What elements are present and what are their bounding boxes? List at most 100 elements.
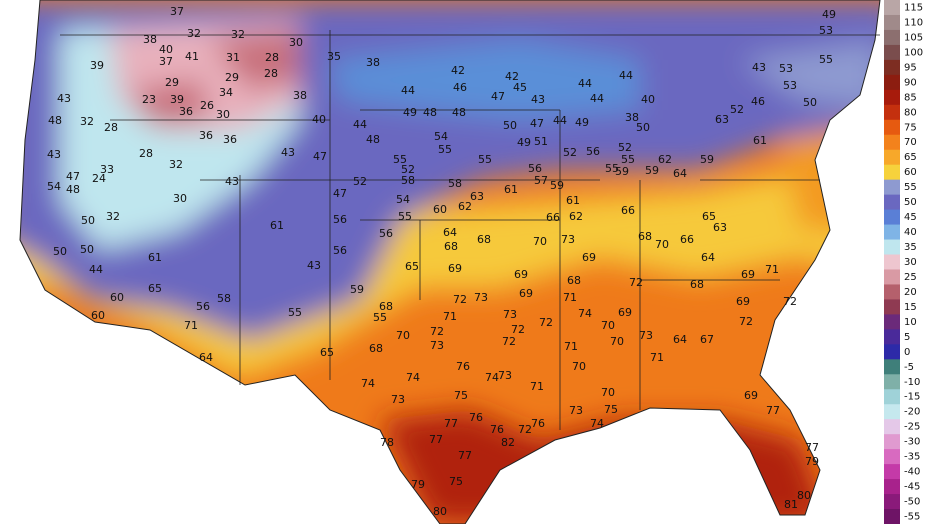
temperature-label: 72 xyxy=(629,276,643,289)
temperature-label: 70 xyxy=(396,329,410,342)
temperature-label: 29 xyxy=(225,71,239,84)
temperature-label: 47 xyxy=(530,117,544,130)
temperature-label: 28 xyxy=(139,147,153,160)
temperature-label: 69 xyxy=(514,268,528,281)
legend-swatch xyxy=(884,254,900,270)
temperature-label: 56 xyxy=(333,213,347,226)
temperature-label: 72 xyxy=(783,295,797,308)
temperature-label: 61 xyxy=(270,219,284,232)
temperature-label: 35 xyxy=(327,50,341,63)
temperature-label: 52 xyxy=(563,146,577,159)
temperature-label: 70 xyxy=(655,238,669,251)
temperature-label: 76 xyxy=(531,417,545,430)
temperature-label: 68 xyxy=(638,230,652,243)
temperature-label: 30 xyxy=(173,192,187,205)
legend-swatch xyxy=(884,74,900,91)
temperature-label: 50 xyxy=(80,243,94,256)
temperature-label: 52 xyxy=(618,141,632,154)
temperature-label: 55 xyxy=(398,210,412,223)
legend-swatch xyxy=(884,14,900,31)
temperature-label: 59 xyxy=(645,164,659,177)
temperature-label: 50 xyxy=(803,96,817,109)
legend-label: 95 xyxy=(904,62,917,73)
temperature-label: 74 xyxy=(361,377,375,390)
temperature-label: 54 xyxy=(434,130,448,143)
temperature-label: 77 xyxy=(805,441,819,454)
temperature-label: 59 xyxy=(700,153,714,166)
temperature-label: 24 xyxy=(92,172,106,185)
legend-label: 0 xyxy=(904,347,910,358)
temperature-label: 79 xyxy=(411,478,425,491)
legend-swatch xyxy=(884,164,900,181)
temperature-label: 70 xyxy=(533,235,547,248)
temperature-label: 74 xyxy=(406,371,420,384)
legend-label: 75 xyxy=(904,122,917,133)
legend-label: -30 xyxy=(904,437,920,448)
temperature-label: 63 xyxy=(470,190,484,203)
temperature-label: 43 xyxy=(47,148,61,161)
temperature-label: 52 xyxy=(730,103,744,116)
temperature-label: 32 xyxy=(106,210,120,223)
temperature-label: 40 xyxy=(312,113,326,126)
temperature-label: 58 xyxy=(401,174,415,187)
legend-label: 85 xyxy=(904,92,917,103)
temperature-label: 38 xyxy=(143,33,157,46)
temperature-label: 67 xyxy=(700,333,714,346)
temperature-label: 74 xyxy=(590,417,604,430)
temperature-label: 43 xyxy=(281,146,295,159)
temperature-label: 59 xyxy=(350,283,364,296)
legend-label: 25 xyxy=(904,272,917,283)
legend-label: -45 xyxy=(904,482,920,493)
temperature-label: 76 xyxy=(490,423,504,436)
temperature-label: 48 xyxy=(452,106,466,119)
temperature-label: 77 xyxy=(766,404,780,417)
legend-swatch xyxy=(884,194,900,211)
legend-swatch xyxy=(884,359,900,375)
temperature-label: 73 xyxy=(498,369,512,382)
temperature-label: 37 xyxy=(159,55,173,68)
temperature-label: 70 xyxy=(601,386,615,399)
legend-swatch xyxy=(884,479,900,495)
legend-label: 35 xyxy=(904,242,917,253)
legend-swatch xyxy=(884,239,900,256)
legend-label: 20 xyxy=(904,287,917,298)
legend-swatch xyxy=(884,494,900,510)
temperature-label: 48 xyxy=(366,133,380,146)
temperature-label: 36 xyxy=(199,129,213,142)
legend-label: -55 xyxy=(904,512,920,523)
temperature-label: 68 xyxy=(567,274,581,287)
temperature-label: 75 xyxy=(604,403,618,416)
temperature-label: 30 xyxy=(216,108,230,121)
temperature-label: 82 xyxy=(501,436,515,449)
legend-swatch xyxy=(884,209,900,226)
temperature-label: 28 xyxy=(104,121,118,134)
temperature-label: 50 xyxy=(636,121,650,134)
legend-swatch xyxy=(884,224,900,241)
temperature-label: 69 xyxy=(448,262,462,275)
legend-swatch xyxy=(884,344,900,360)
temperature-label: 56 xyxy=(379,227,393,240)
temperature-label: 49 xyxy=(822,8,836,21)
legend-swatch xyxy=(884,374,900,390)
legend-swatch xyxy=(884,179,900,196)
temperature-label: 65 xyxy=(320,346,334,359)
temperature-label: 71 xyxy=(563,291,577,304)
legend-swatch xyxy=(884,119,900,136)
temperature-label: 73 xyxy=(430,339,444,352)
temperature-label: 47 xyxy=(66,170,80,183)
temperature-label: 56 xyxy=(586,145,600,158)
temperature-label: 45 xyxy=(513,81,527,94)
temperature-label: 59 xyxy=(550,179,564,192)
temperature-label: 55 xyxy=(621,153,635,166)
temperature-label: 49 xyxy=(517,136,531,149)
temperature-label: 71 xyxy=(443,310,457,323)
temperature-label: 70 xyxy=(572,360,586,373)
temperature-label: 62 xyxy=(458,200,472,213)
temperature-label: 26 xyxy=(200,99,214,112)
temperature-label: 77 xyxy=(429,433,443,446)
temperature-label: 68 xyxy=(477,233,491,246)
temperature-label: 72 xyxy=(739,315,753,328)
temperature-label: 28 xyxy=(264,67,278,80)
temperature-label: 55 xyxy=(288,306,302,319)
temperature-label: 23 xyxy=(142,93,156,106)
